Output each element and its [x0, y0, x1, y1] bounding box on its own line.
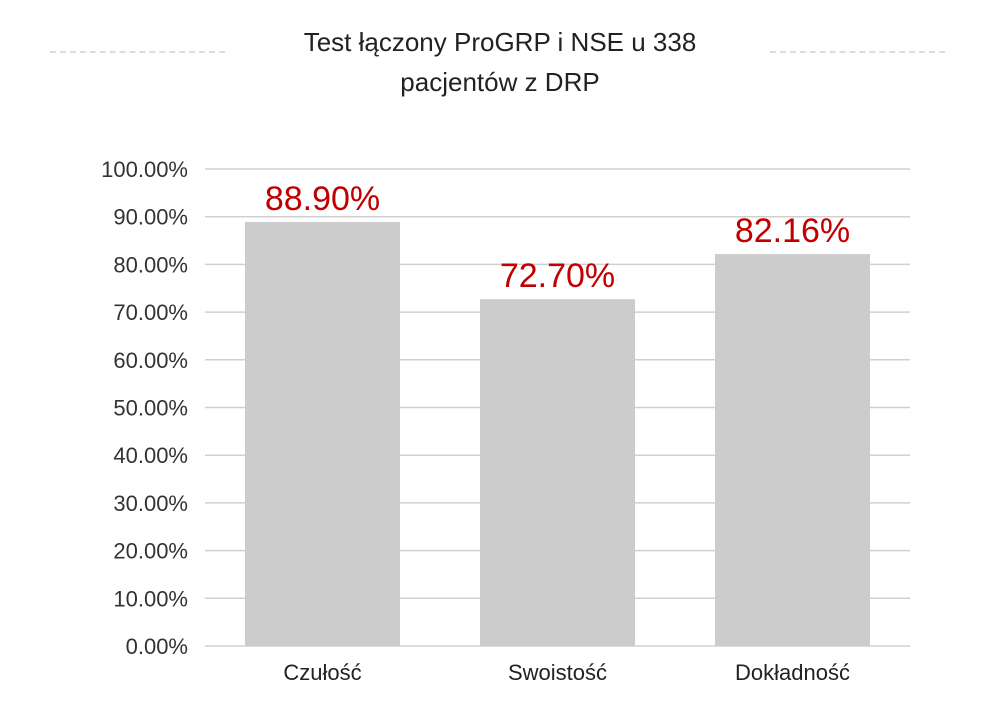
y-tick-label: 80.00% [113, 252, 188, 277]
y-tick-label: 60.00% [113, 348, 188, 373]
data-label: 82.16% [735, 212, 850, 250]
bar [480, 299, 635, 646]
y-tick-label: 0.00% [126, 634, 188, 659]
y-tick-label: 50.00% [113, 396, 188, 421]
data-label: 72.70% [500, 257, 615, 295]
x-tick-label: Swoistość [508, 660, 607, 685]
y-tick-label: 20.00% [113, 539, 188, 564]
y-tick-label: 30.00% [113, 491, 188, 516]
data-label: 88.90% [265, 180, 380, 218]
bar [715, 254, 870, 646]
x-tick-label: Dokładność [735, 660, 850, 685]
y-tick-label: 40.00% [113, 443, 188, 468]
y-tick-label: 10.00% [113, 586, 188, 611]
x-tick-label: Czułość [283, 660, 361, 685]
chart-title-line-2: pacjentów z DRP [400, 67, 600, 97]
chart-title-line-1: Test łączony ProGRP i NSE u 338 [303, 27, 697, 57]
bar [245, 221, 400, 646]
decorative-dash-right [770, 51, 945, 53]
y-tick-label: 70.00% [113, 300, 188, 325]
decorative-dash-left [50, 51, 225, 53]
y-tick-label: 100.00% [101, 157, 188, 182]
chart-title: Test łączony ProGRP i NSE u 338 pacjentó… [250, 22, 750, 102]
y-tick-label: 90.00% [113, 205, 188, 230]
